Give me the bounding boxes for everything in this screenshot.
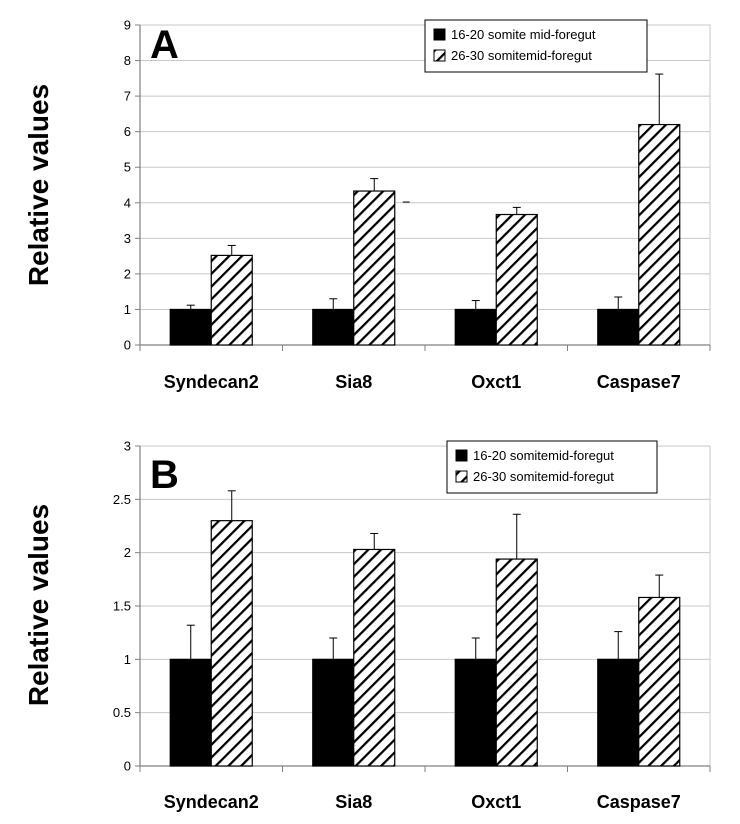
bar-series2-caspase7 [638,123,681,346]
y-tick-label: 0 [124,338,131,353]
legend-entry-label: 26-30 somitemid-foregut [473,469,614,484]
chart-panel-A: 0 1 2 3 4 5 6 7 8 9 Syndecan2 Sia8 Oxct1 Caspase7 Rela… [23,18,711,392]
bar-series2-syndecan2 [210,520,253,767]
bar-series2-oxct1 [495,558,538,767]
y-tick-label: 1 [124,652,131,667]
y-tick-label: 3 [124,439,131,454]
y-axis-title: Relative values [23,84,54,286]
bar-series1-sia8 [312,658,355,767]
y-tick-label: 5 [124,160,131,175]
bar-series1-sia8 [312,308,355,346]
y-tick-label: 1.5 [113,599,131,614]
legend: 16-20 somite mid-foregut 26-30 somitemid-… [424,19,648,73]
chart-panel-B: 0 0.5 1 1.5 2 2.5 3 Syndecan2 Sia8 Oxct1 Caspase7 R… [23,439,711,812]
bar-series2-caspase7 [638,596,681,767]
bar-series2-syndecan2 [210,254,253,346]
y-tick-label: 2 [124,266,131,281]
y-tick-label: 9 [124,18,131,33]
x-category-label: Caspase7 [597,792,681,812]
x-category-label: Syndecan2 [164,792,259,812]
bar-series1-caspase7 [597,658,640,767]
x-category-label: Caspase7 [597,372,681,392]
bar-series2-oxct1 [495,213,538,346]
panel-label: B [150,453,179,497]
y-tick-label: 7 [124,89,131,104]
panel-label: A [150,23,179,67]
legend-entry-label: 16-20 somitemid-foregut [473,448,614,463]
y-tick-label: 6 [124,124,131,139]
bar-series2-sia8 [353,548,396,767]
legend-box [446,440,658,494]
x-category-label: Oxct1 [471,792,521,812]
x-category-label: Syndecan2 [164,372,259,392]
x-category-label: Sia8 [335,372,372,392]
bar-series1-syndecan2 [169,658,212,767]
y-tick-label: 2.5 [113,492,131,507]
y-tick-label: 2 [124,545,131,560]
y-tick-label: 4 [124,195,131,210]
bar-series1-caspase7 [597,308,640,346]
y-tick-label: 8 [124,53,131,68]
legend: 16-20 somitemid-foregut 26-30 somitemid-f… [446,440,658,494]
legend-entry-label: 16-20 somite mid-foregut [451,27,596,42]
legend-entry-label: 26-30 somitemid-foregut [451,48,592,63]
x-category-label: Oxct1 [471,372,521,392]
bar-series2-sia8 [353,190,396,346]
y-tick-label: 0.5 [113,705,131,720]
legend-box [424,19,648,73]
legend-swatch [455,470,468,483]
y-tick-label: 3 [124,231,131,246]
y-tick-label: 0 [124,759,131,774]
legend-swatch [433,49,446,62]
bar-series1-oxct1 [454,308,497,346]
y-tick-label: 1 [124,302,131,317]
y-axis-title: Relative values [23,504,54,706]
bar-series1-syndecan2 [169,308,212,346]
bar-series1-oxct1 [454,658,497,767]
legend-swatch [455,449,468,462]
x-category-label: Sia8 [335,792,372,812]
legend-swatch [433,28,446,41]
